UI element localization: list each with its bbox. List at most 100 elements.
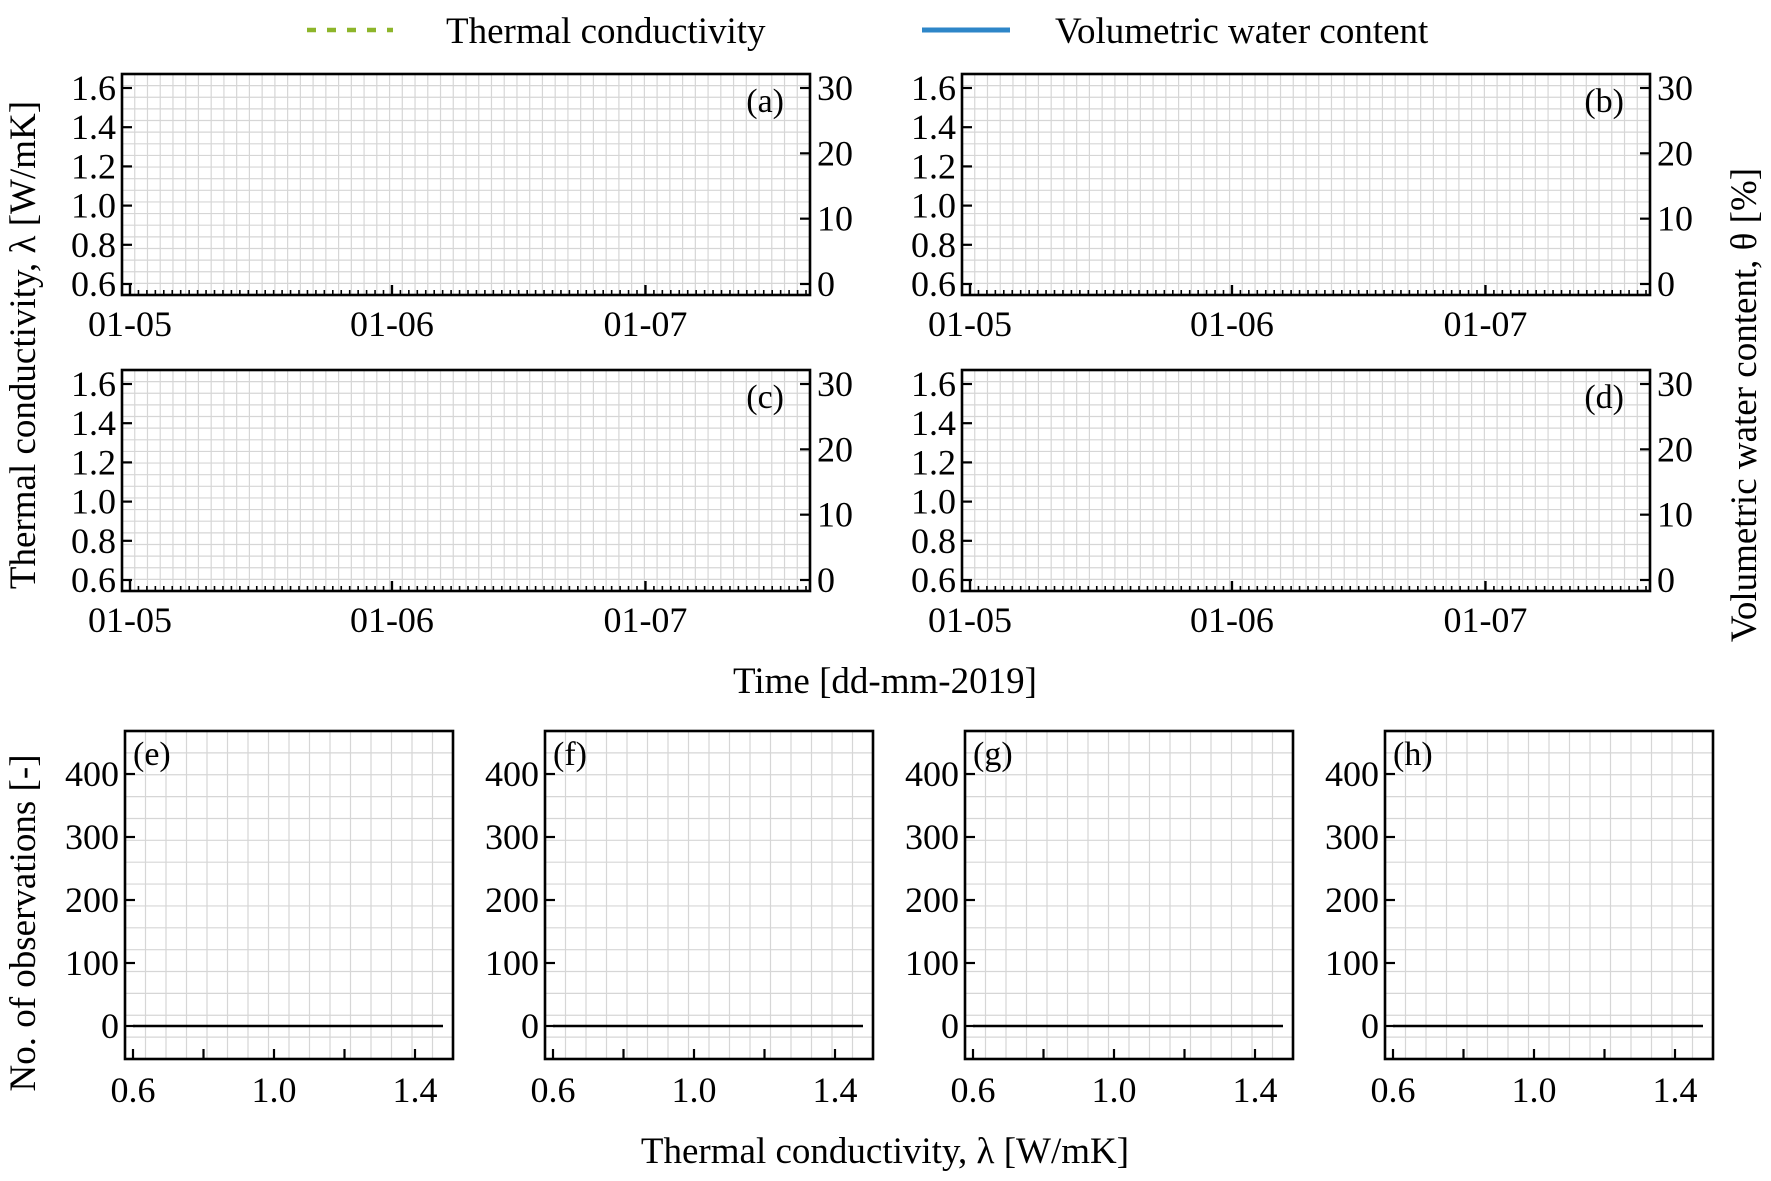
- x-tick-label: 1.4: [813, 1070, 858, 1110]
- y2-tick-label: 30: [817, 68, 853, 108]
- y2-tick-label: 30: [1657, 68, 1693, 108]
- y-tick-label: 0.8: [71, 225, 116, 265]
- y-tick-label: 1.4: [71, 107, 116, 147]
- x-tick-label: 01-06: [1190, 304, 1274, 344]
- y-tick-label: 1.4: [911, 107, 956, 147]
- y-tick-label: 1.6: [911, 68, 956, 108]
- panel-label-b: (b): [1584, 83, 1624, 120]
- y2-tick-label: 10: [1657, 199, 1693, 239]
- panel-label-e: (e): [133, 736, 171, 773]
- left-y-axis-title: Thermal conductivity, λ [W/mK]: [3, 101, 44, 589]
- y2-tick-label: 20: [1657, 429, 1693, 469]
- x-tick-label: 1.0: [1512, 1070, 1557, 1110]
- x-tick-label: 01-07: [1443, 600, 1527, 640]
- y-tick-label: 0: [1361, 1006, 1379, 1046]
- x-tick-label: 0.6: [1371, 1070, 1416, 1110]
- x-tick-label: 01-07: [603, 304, 687, 344]
- grid-h: [1385, 731, 1713, 1059]
- plot-frame-c: [120, 368, 812, 593]
- y2-tick-label: 10: [817, 495, 853, 535]
- y-tick-label: 0.8: [71, 521, 116, 561]
- legend: Thermal conductivity Volumetric water co…: [307, 11, 1429, 52]
- x-tick-label: 1.4: [393, 1070, 438, 1110]
- plot-frame-d: [960, 368, 1652, 593]
- x-tick-label: 01-06: [350, 600, 434, 640]
- y2-tick-label: 0: [1657, 560, 1675, 600]
- grid-d: [962, 370, 1650, 591]
- y-tick-label: 100: [1325, 943, 1379, 983]
- y-tick-label: 1.6: [71, 68, 116, 108]
- y-tick-label: 100: [905, 943, 959, 983]
- panel-label-h: (h): [1393, 736, 1433, 773]
- x-tick-label: 01-06: [350, 304, 434, 344]
- y-tick-label: 200: [485, 880, 539, 920]
- y-tick-label: 0.6: [911, 264, 956, 304]
- grid-b: [962, 74, 1650, 295]
- grid-a: [122, 74, 810, 295]
- y-tick-label: 1.2: [911, 442, 956, 482]
- y-tick-label: 0.6: [911, 560, 956, 600]
- plot-frame-e: [123, 729, 455, 1061]
- x-tick-label: 01-05: [928, 304, 1012, 344]
- plot-frame-a: [120, 72, 812, 297]
- panel-f: (f) 0 100 200 300 400 0.6 1.0 1.4: [485, 729, 875, 1110]
- x-tick-label: 1.0: [1092, 1070, 1137, 1110]
- panel-label-g: (g): [973, 736, 1013, 773]
- x-tick-label: 01-07: [1443, 304, 1527, 344]
- y-tick-label: 400: [485, 754, 539, 794]
- y2-tick-label: 30: [817, 364, 853, 404]
- y-tick-label: 400: [65, 754, 119, 794]
- y-tick-label: 200: [1325, 880, 1379, 920]
- x-tick-label: 0.6: [531, 1070, 576, 1110]
- y-tick-label: 1.6: [911, 364, 956, 404]
- y2-tick-label: 20: [817, 133, 853, 173]
- y-tick-label: 100: [485, 943, 539, 983]
- y2-tick-label: 10: [817, 199, 853, 239]
- y-tick-label: 1.2: [71, 146, 116, 186]
- x-tick-label: 1.0: [672, 1070, 717, 1110]
- x-tick-label: 01-06: [1190, 600, 1274, 640]
- x-tick-label: 01-05: [928, 600, 1012, 640]
- y-tick-label: 1.0: [71, 186, 116, 226]
- y2-tick-label: 20: [817, 429, 853, 469]
- right-y-axis-title: Volumetric water content, θ [%]: [1724, 168, 1765, 642]
- y-tick-label: 1.4: [71, 403, 116, 443]
- y-tick-label: 200: [905, 880, 959, 920]
- y-tick-label: 200: [65, 880, 119, 920]
- plot-frame-f: [543, 729, 875, 1061]
- hist-y-axis-title: No. of observations [-]: [3, 754, 44, 1091]
- y2-tick-label: 10: [1657, 495, 1693, 535]
- y2-tick-label: 0: [817, 264, 835, 304]
- grid-g: [965, 731, 1293, 1059]
- y-tick-label: 0.6: [71, 560, 116, 600]
- x-tick-label: 1.0: [252, 1070, 297, 1110]
- x-tick-label: 1.4: [1653, 1070, 1698, 1110]
- panel-label-c: (c): [746, 379, 784, 416]
- y2-tick-label: 0: [817, 560, 835, 600]
- plot-frame-g: [963, 729, 1295, 1061]
- y-tick-label: 400: [1325, 754, 1379, 794]
- plot-frame-b: [960, 72, 1652, 297]
- panel-g: (g) 0 100 200 300 400 0.6 1.0 1.4: [905, 729, 1295, 1110]
- panel-d: (d) 0.60.81.01.21.41.6 0 10 20 30 01-05 01-06 01…: [911, 364, 1693, 640]
- y2-tick-label: 0: [1657, 264, 1675, 304]
- time-x-axis-title: Time [dd-mm-2019]: [733, 661, 1037, 702]
- y-tick-label: 300: [905, 817, 959, 857]
- grid-e: [125, 731, 453, 1059]
- panel-e: (e) 0 100 200 300 400 0.6 1.0 1.4: [65, 729, 455, 1110]
- legend-thermal-label: Thermal conductivity: [446, 11, 766, 52]
- y-tick-label: 100: [65, 943, 119, 983]
- legend-water-label: Volumetric water content: [1055, 11, 1429, 52]
- hist-x-axis-title: Thermal conductivity, λ [W/mK]: [641, 1131, 1129, 1172]
- y-tick-label: 400: [905, 754, 959, 794]
- plot-frame-h: [1383, 729, 1715, 1061]
- y-tick-label: 1.2: [71, 442, 116, 482]
- x-tick-label: 01-05: [88, 304, 172, 344]
- x-tick-label: 0.6: [111, 1070, 156, 1110]
- y-tick-label: 300: [1325, 817, 1379, 857]
- panel-c: (c) 0.60.81.01.21.41.6 0 10 20 30 01-05 01-06 01…: [71, 364, 853, 640]
- y-tick-label: 300: [485, 817, 539, 857]
- y2-tick-label: 20: [1657, 133, 1693, 173]
- panel-label-a: (a): [746, 83, 784, 120]
- y-tick-label: 0.8: [911, 521, 956, 561]
